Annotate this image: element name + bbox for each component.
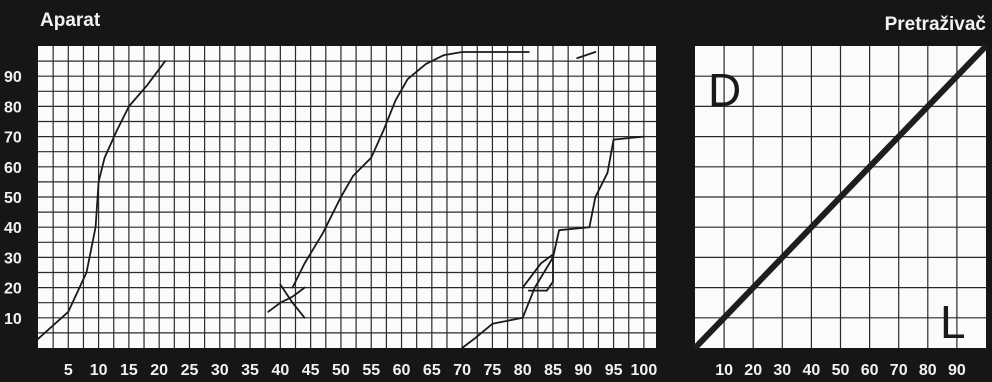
aparat-y-tick-label: 40 bbox=[4, 220, 22, 237]
aparat-x-tick-label: 90 bbox=[574, 362, 592, 379]
aparat-x-tick-label: 80 bbox=[514, 362, 532, 379]
aparat-x-tick-label: 35 bbox=[241, 362, 259, 379]
aparat-x-tick-label: 10 bbox=[90, 362, 108, 379]
aparat-x-tick-label: 60 bbox=[393, 362, 411, 379]
aparat-x-tick-label: 55 bbox=[362, 362, 380, 379]
corner-label-d: D bbox=[708, 64, 741, 116]
aparat-x-ticks: 5 10 15 20 25 30 35 40 45 50 55 60 65 70 75 80 85 90 95 100 bbox=[64, 362, 657, 379]
aparat-y-tick-label: 70 bbox=[4, 130, 22, 147]
aparat-x-tick-label: 85 bbox=[544, 362, 562, 379]
aparat-y-tick-label: 60 bbox=[4, 160, 22, 177]
aparat-series-line-4 bbox=[291, 51, 530, 289]
aparat-y-tick-label: 50 bbox=[4, 190, 22, 207]
pretrazivac-grid bbox=[695, 46, 986, 348]
pretrazivac-x-tick-label: 70 bbox=[890, 362, 908, 379]
aparat-series-line-7 bbox=[521, 253, 554, 292]
pretrazivac-x-tick-label: 20 bbox=[744, 362, 762, 379]
pretrazivac-x-tick-label: 30 bbox=[773, 362, 791, 379]
aparat-x-tick-label: 45 bbox=[302, 362, 320, 379]
aparat-x-tick-label: 20 bbox=[150, 362, 168, 379]
aparat-y-ticks: 10 20 30 40 50 60 70 80 90 bbox=[4, 69, 22, 328]
aparat-y-tick-label: 80 bbox=[4, 99, 22, 116]
aparat-x-tick-label: 75 bbox=[484, 362, 502, 379]
aparat-series-line-2 bbox=[267, 286, 306, 313]
pretrazivac-x-ticks: 10 20 30 40 50 60 70 80 90 bbox=[715, 362, 966, 379]
aparat-grid bbox=[38, 46, 656, 348]
aparat-x-tick-label: 40 bbox=[271, 362, 289, 379]
aparat-x-tick-label: 95 bbox=[605, 362, 623, 379]
corner-label-l: L bbox=[940, 296, 966, 348]
aparat-x-tick-label: 70 bbox=[453, 362, 471, 379]
aparat-y-tick-label: 30 bbox=[4, 250, 22, 267]
aparat-series-line-6 bbox=[461, 135, 645, 349]
pretrazivac-x-tick-label: 80 bbox=[919, 362, 937, 379]
pretrazivac-x-tick-label: 40 bbox=[803, 362, 821, 379]
pretrazivac-x-tick-label: 10 bbox=[715, 362, 733, 379]
aparat-x-tick-label: 65 bbox=[423, 362, 441, 379]
pretrazivac-x-tick-label: 90 bbox=[948, 362, 966, 379]
aparat-x-tick-label: 5 bbox=[64, 362, 73, 379]
aparat-y-tick-label: 90 bbox=[4, 69, 22, 86]
pretrazivac-series bbox=[692, 43, 989, 351]
pretrazivac-x-tick-label: 50 bbox=[832, 362, 850, 379]
aparat-title: Aparat bbox=[40, 10, 101, 31]
aparat-y-tick-label: 10 bbox=[4, 311, 22, 328]
aparat-x-tick-label: 15 bbox=[120, 362, 138, 379]
aparat-y-tick-label: 20 bbox=[4, 281, 22, 298]
aparat-series-line-5 bbox=[576, 51, 597, 59]
aparat-x-tick-label: 30 bbox=[211, 362, 229, 379]
aparat-series bbox=[37, 51, 645, 349]
aparat-series-line-3 bbox=[279, 283, 306, 319]
aparat-chart: Aparat 10 20 30 40 50 60 70 80 90 5 10 15 20 25 30 35 4… bbox=[4, 10, 657, 379]
pretrazivac-x-tick-label: 60 bbox=[861, 362, 879, 379]
aparat-x-tick-label: 100 bbox=[631, 362, 658, 379]
aparat-series-line-1 bbox=[37, 60, 167, 340]
pretrazivac-chart: Pretraživač D L 10 20 30 40 50 60 70 80 90 bbox=[692, 14, 989, 379]
pretrazivac-title: Pretraživač bbox=[885, 14, 987, 35]
aparat-x-tick-label: 25 bbox=[181, 362, 199, 379]
aparat-x-tick-label: 50 bbox=[332, 362, 350, 379]
pretrazivac-diagonal-line-1 bbox=[692, 43, 989, 351]
